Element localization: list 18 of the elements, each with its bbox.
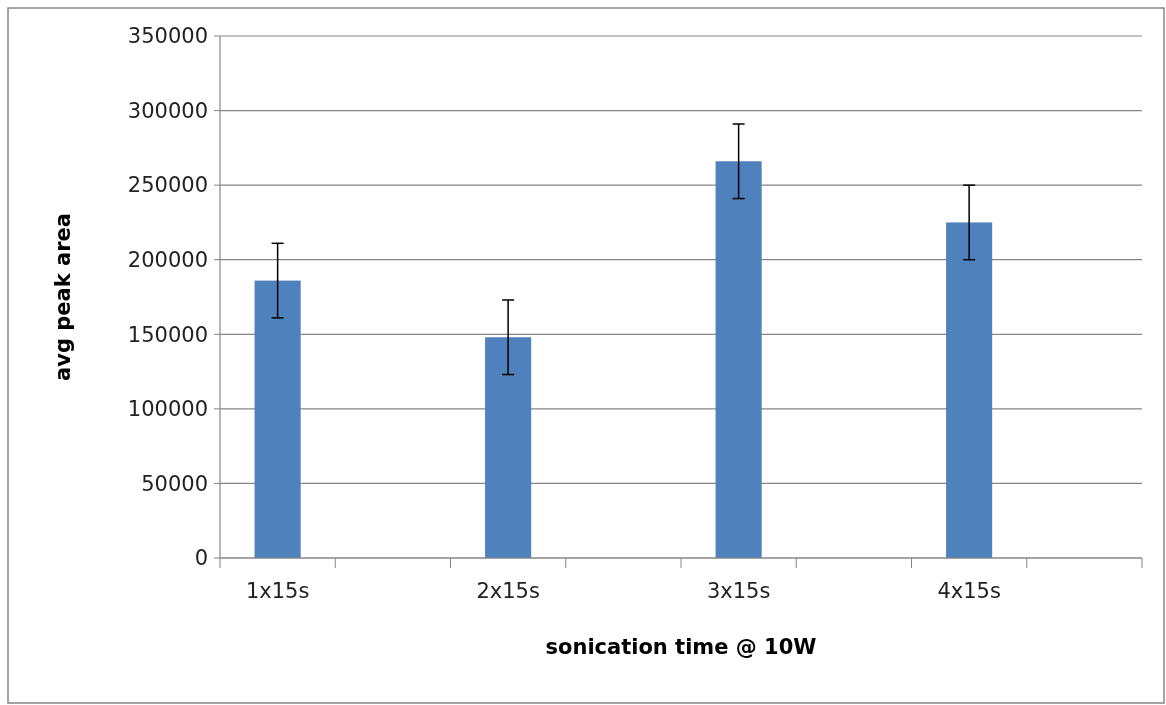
y-tick-label: 250000 [127,173,208,198]
y-tick-label: 200000 [127,248,208,273]
x-tick-label: 3x15s [706,579,771,603]
x-tick-label: 2x15s [476,579,540,603]
bar [946,222,993,558]
y-tick-label: 150000 [127,322,208,347]
x-axis-title: sonication time @ 10W [545,635,817,659]
y-tick-label: 100000 [127,397,208,422]
x-tick-label: 4x15s [937,579,1001,603]
y-tick-label: 50000 [141,471,208,496]
y-tick-label: 0 [194,546,208,571]
bar [254,280,301,558]
x-tick-label: 1x15s [245,579,310,603]
y-tick-label: 300000 [127,98,208,123]
bar [715,161,762,558]
bar [485,337,532,558]
y-tick-label: 350000 [127,24,208,49]
y-axis-title: avg peak area [51,213,75,381]
